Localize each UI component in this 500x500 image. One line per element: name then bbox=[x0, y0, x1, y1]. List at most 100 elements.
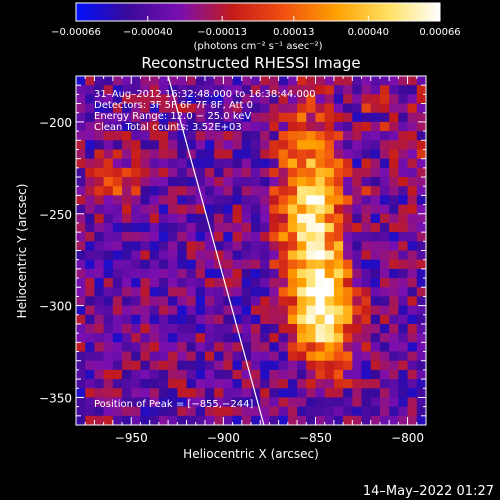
heatmap-cell bbox=[149, 287, 160, 297]
heatmap-cell bbox=[241, 121, 252, 132]
colorbar-gradient bbox=[75, 2, 441, 22]
heatmap-cell bbox=[177, 149, 188, 160]
heatmap-cell bbox=[76, 241, 86, 251]
heatmap-cell bbox=[251, 388, 261, 398]
heatmap-cell bbox=[343, 103, 353, 114]
heatmap-cell bbox=[352, 333, 363, 343]
heatmap-cell bbox=[149, 369, 160, 380]
heatmap-cell bbox=[287, 342, 298, 353]
heatmap-cell bbox=[278, 103, 289, 114]
heatmap-cell bbox=[149, 406, 160, 417]
heatmap-cell bbox=[232, 140, 243, 150]
heatmap-cell bbox=[361, 406, 372, 417]
heatmap-cell bbox=[352, 379, 363, 389]
heatmap-cell bbox=[177, 250, 188, 261]
heatmap-cell bbox=[361, 85, 372, 95]
heatmap-cell bbox=[168, 177, 178, 187]
heatmap-cell bbox=[131, 76, 141, 86]
heatmap-cell bbox=[343, 94, 353, 105]
heatmap-cell bbox=[333, 250, 344, 261]
heatmap-cell bbox=[343, 204, 353, 215]
heatmap-cell bbox=[352, 195, 363, 206]
heatmap-cell bbox=[122, 314, 132, 325]
heatmap-cell bbox=[407, 222, 418, 233]
heatmap-cell bbox=[333, 287, 344, 297]
heatmap-cell bbox=[94, 351, 105, 362]
heatmap-cell bbox=[177, 342, 188, 353]
heatmap-cell bbox=[195, 259, 206, 270]
heatmap-cell bbox=[379, 360, 390, 371]
heatmap-cell bbox=[241, 195, 252, 206]
heatmap-cell bbox=[232, 388, 243, 398]
heatmap-cell bbox=[232, 314, 243, 325]
heatmap-cell bbox=[306, 369, 316, 380]
heatmap-cell bbox=[297, 305, 307, 316]
heatmap-cell bbox=[251, 232, 261, 242]
heatmap-cell bbox=[407, 250, 418, 261]
heatmap-cell bbox=[269, 278, 280, 288]
heatmap-cell bbox=[370, 76, 381, 86]
heatmap-cell bbox=[333, 415, 344, 425]
heatmap-cell bbox=[398, 186, 409, 196]
heatmap-cell bbox=[131, 177, 141, 187]
heatmap-cell bbox=[223, 351, 234, 362]
heatmap-cell bbox=[416, 406, 426, 417]
heatmap-cell bbox=[168, 140, 178, 150]
heatmap-cell bbox=[122, 204, 132, 215]
heatmap-cell bbox=[112, 250, 123, 261]
heatmap-cell bbox=[186, 342, 197, 353]
heatmap-cell bbox=[158, 112, 169, 123]
heatmap-cell bbox=[343, 369, 353, 380]
heatmap-cell bbox=[324, 314, 335, 325]
heatmap-cell bbox=[398, 149, 409, 160]
heatmap-cell bbox=[416, 388, 426, 398]
heatmap-cell bbox=[306, 112, 316, 123]
heatmap-cell bbox=[370, 296, 381, 307]
heatmap-cell bbox=[186, 222, 197, 233]
heatmap-cell bbox=[416, 103, 426, 114]
heatmap-cell bbox=[251, 351, 261, 362]
heatmap-cell bbox=[370, 195, 381, 206]
heatmap-cell bbox=[131, 222, 141, 233]
heatmap-cell bbox=[103, 342, 114, 353]
heatmap-cell bbox=[76, 296, 86, 307]
heatmap-cell bbox=[103, 360, 114, 371]
heatmap-cell bbox=[260, 103, 270, 114]
heatmap-cell bbox=[103, 333, 114, 343]
heatmap-cell bbox=[287, 250, 298, 261]
heatmap-cell bbox=[241, 103, 252, 114]
heatmap-cell bbox=[260, 415, 270, 425]
heatmap-cell bbox=[168, 121, 178, 132]
heatmap-cell bbox=[204, 287, 215, 297]
heatmap-cell bbox=[343, 149, 353, 160]
heatmap-cell bbox=[324, 369, 335, 380]
heatmap-cell bbox=[370, 85, 381, 95]
heatmap-cell bbox=[297, 314, 307, 325]
heatmap-cell bbox=[204, 250, 215, 261]
heatmap-cell bbox=[407, 351, 418, 362]
heatmap-cell bbox=[297, 369, 307, 380]
heatmap-cell bbox=[204, 388, 215, 398]
heatmap-cell bbox=[85, 388, 95, 398]
heatmap-cell bbox=[306, 222, 316, 233]
heatmap-cell bbox=[269, 149, 280, 160]
heatmap-cell bbox=[112, 222, 123, 233]
heatmap-cell bbox=[333, 333, 344, 343]
heatmap-cell bbox=[158, 186, 169, 196]
heatmap-cell bbox=[232, 195, 243, 206]
heatmap-cell bbox=[278, 333, 289, 343]
heatmap-cell bbox=[158, 268, 169, 279]
heatmap-cell bbox=[76, 397, 86, 408]
heatmap-cell bbox=[287, 85, 298, 95]
heatmap-cell bbox=[103, 388, 114, 398]
heatmap-cell bbox=[269, 415, 280, 425]
heatmap-cell bbox=[343, 287, 353, 297]
heatmap-cell bbox=[278, 204, 289, 215]
heatmap-cell bbox=[94, 149, 105, 160]
heatmap-cell bbox=[76, 259, 86, 270]
heatmap-cell bbox=[149, 232, 160, 242]
heatmap-cell bbox=[361, 222, 372, 233]
heatmap-cell bbox=[122, 323, 132, 334]
heatmap-cell bbox=[287, 232, 298, 242]
heatmap-cell bbox=[324, 360, 335, 371]
